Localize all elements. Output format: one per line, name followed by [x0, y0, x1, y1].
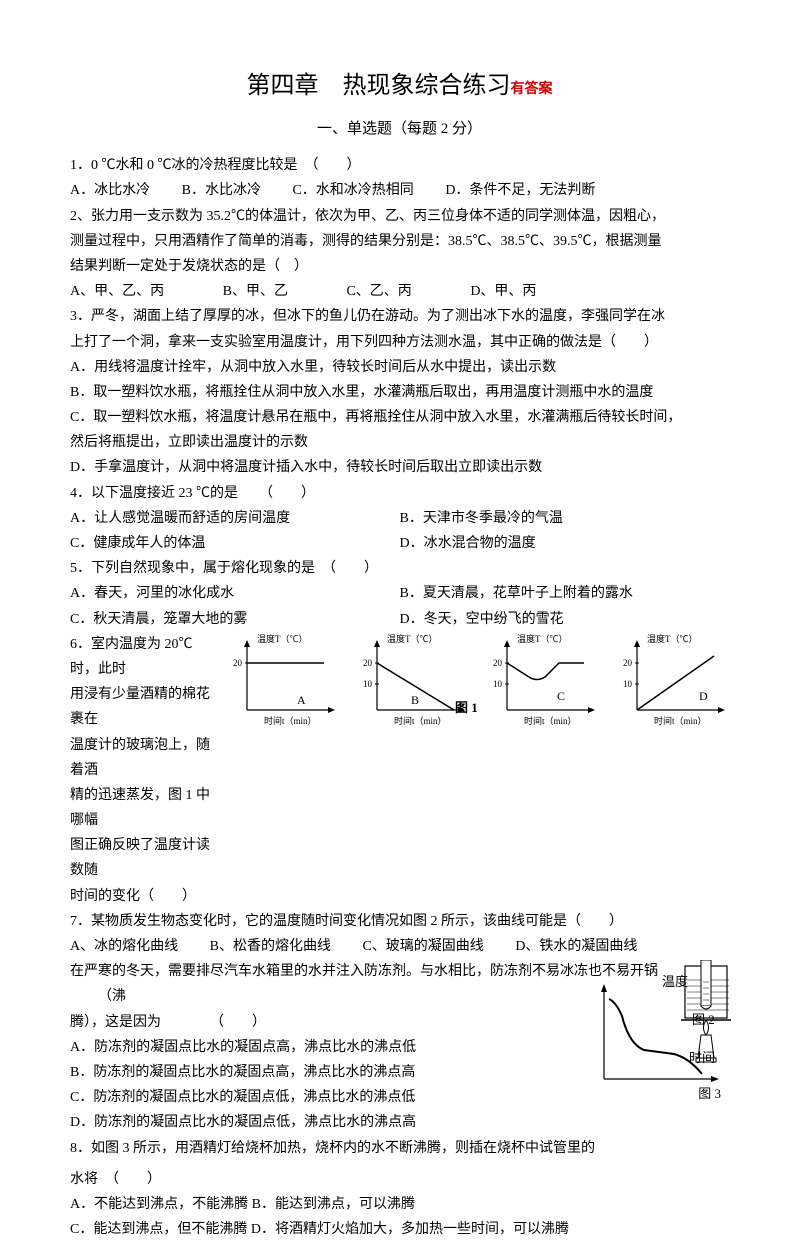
chart-D: 温度T（℃） 20 10 D 时间t（min） [609, 632, 729, 732]
q2-l1: 2、张力用一支示数为 35.2℃的体温计，依次为甲、乙、丙三位身体不适的同学测体… [70, 204, 729, 229]
chartD-xlabel: 时间t（min） [654, 715, 707, 726]
q7-optD: D、铁水的凝固曲线 [515, 934, 637, 959]
q6-l6: 时间的变化（ ） [70, 884, 215, 909]
answer-tag: 有答案 [511, 82, 553, 97]
chartC-tick10: 10 [493, 679, 503, 689]
q6-l2: 用浸有少量酒精的棉花裹在 [70, 682, 215, 732]
q3-l1: 3．严冬，湖面上结了厚厚的冰，但冰下的鱼儿仍在游动。为了测出冰下水的温度，李强同… [70, 304, 729, 329]
section-subtitle: 一、单选题（每题 2 分） [70, 116, 729, 143]
q5-optD: D．冬天，空中纷飞的雪花 [400, 607, 730, 632]
chart-B: 温度T（℃） 20 10 B 时间t（min） [349, 632, 469, 732]
q1-stem: 1．0 ℃水和 0 ℃冰的冷热程度比较是 （ ） [70, 153, 729, 178]
chartB-ylabel: 温度T（℃） [387, 633, 438, 644]
q4-optD: D．冰水混合物的温度 [400, 531, 730, 556]
chartA-tick20: 20 [233, 658, 243, 668]
chartC-xlabel: 时间t（min） [524, 715, 577, 726]
q1-optD: D．条件不足，无法判断 [445, 178, 595, 203]
q4-optC: C．健康成年人的体温 [70, 531, 400, 556]
chartA-ylabel: 温度T（℃） [257, 633, 308, 644]
q2-options: A、甲、乙、丙 B、甲、乙 C、乙、丙 D、甲、丙 [70, 279, 729, 304]
q4-optB: B．天津市冬季最冷的气温 [400, 506, 730, 531]
chartD-tick20: 20 [623, 658, 633, 668]
page-title: 第四章 热现象综合练习 [247, 73, 511, 99]
chartD-tick10: 10 [623, 679, 633, 689]
fig3-label: 图 3 [698, 1082, 721, 1105]
q6-l5: 图正确反映了温度计读数随 [70, 833, 215, 883]
q3-optC1: C．取一塑料饮水瓶，将温度计悬吊在瓶中，再将瓶拴住从洞中放入水里，水灌满瓶后待较… [70, 405, 729, 430]
q3-l2: 上打了一个洞，拿来一支实验室用温度计，用下列四种方法测水温，其中正确的做法是（ … [70, 330, 729, 355]
q8-optC: C．能达到沸点，但不能沸腾 [70, 1222, 247, 1237]
fig1-label: 图 1 [455, 696, 478, 719]
q2-optD: D、甲、丙 [470, 279, 536, 304]
q7-options: A、冰的熔化曲线 B、松香的熔化曲线 C、玻璃的凝固曲线 D、铁水的凝固曲线 [70, 934, 729, 959]
chartA-label: A [297, 693, 306, 707]
chart-C: 温度T（℃） 20 10 C 时间t（min） [479, 632, 599, 732]
q5-optC: C．秋天清晨，笼罩大地的雾 [70, 607, 400, 632]
q8-optD: D．将酒精灯火焰加大，多加热一些时间，可以沸腾 [251, 1222, 569, 1237]
q7-optB: B、松香的熔化曲线 [210, 934, 331, 959]
chartD-ylabel: 温度T（℃） [647, 633, 698, 644]
q1-optA: A．冰比水冷 [70, 178, 150, 203]
chartC-label: C [557, 689, 565, 703]
chartC-tick20: 20 [493, 658, 503, 668]
q7-optC: C、玻璃的凝固曲线 [362, 934, 483, 959]
q4-optA: A．让人感觉温暖而舒适的房间温度 [70, 506, 400, 531]
q5-stem: 5．下列自然现象中，属于熔化现象的是 （ ） [70, 556, 729, 581]
chart-A: 温度T（℃） 20 A 时间t（min） [219, 632, 339, 732]
q2-optB: B、甲、乙 [223, 279, 288, 304]
q7b-optD: D．防冻剂的凝固点比水的凝固点低，沸点比水的沸点高 [70, 1110, 729, 1135]
q1-optC: C．水和冰冷热相同 [292, 178, 413, 203]
q7-stem: 7．某物质发生物态变化时，它的温度随时间变化情况如图 2 所示，该曲线可能是（ … [70, 909, 729, 934]
q8-optB: B．能达到沸点，可以沸腾 [252, 1197, 415, 1212]
q2-l2: 测量过程中，只用酒精作了简单的消毒，测得的结果分别是：38.5℃、38.5℃、3… [70, 229, 729, 254]
q8-opts2: C．能达到沸点，但不能沸腾 D．将酒精灯火焰加大，多加热一些时间，可以沸腾 [70, 1217, 729, 1242]
chartB-tick20: 20 [363, 658, 373, 668]
q3-optC2: 然后将瓶提出，立即读出温度计的示数 [70, 430, 729, 455]
chartD-label: D [699, 689, 708, 703]
fig3-apparatus [681, 960, 731, 1080]
chartB-tick10: 10 [363, 679, 373, 689]
chartC-ylabel: 温度T（℃） [517, 633, 568, 644]
q7-optA: A、冰的熔化曲线 [70, 934, 178, 959]
chartB-xlabel: 时间t（min） [394, 715, 447, 726]
q8-optA: A．不能达到沸点，不能沸腾 [70, 1197, 248, 1212]
q8-l2: 水将 （ ） [70, 1167, 729, 1192]
q5-optA: A．春天，河里的冰化成水 [70, 581, 400, 606]
q1-options: A．冰比水冷 B．水比冰冷 C．水和冰冷热相同 D．条件不足，无法判断 [70, 178, 729, 203]
q6-text: 6．室内温度为 20℃时，此时 用浸有少量酒精的棉花裹在 温度计的玻璃泡上，随着… [70, 632, 215, 909]
q6-l3: 温度计的玻璃泡上，随着酒 [70, 733, 215, 783]
q2-optC: C、乙、丙 [346, 279, 411, 304]
q3-optA: A．用线将温度计拴牢，从洞中放入水里，待较长时间后从水中提出，读出示数 [70, 355, 729, 380]
q8-l1: 8．如图 3 所示，用酒精灯给烧杯加热，烧杯内的水不断沸腾，则插在烧杯中试管里的 [70, 1136, 729, 1161]
q6-l1: 6．室内温度为 20℃时，此时 [70, 632, 215, 682]
q3-optB: B．取一塑料饮水瓶，将瓶拴住从洞中放入水里，水灌满瓶后取出，再用温度计测瓶中水的… [70, 380, 729, 405]
q2-optA: A、甲、乙、丙 [70, 279, 164, 304]
q6-l4: 精的迅速蒸发，图 1 中哪幅 [70, 783, 215, 833]
q3-optD: D．手拿温度计，从洞中将温度计插入水中，待较长时间后取出立即读出示数 [70, 455, 729, 480]
q4-stem: 4．以下温度接近 23 ℃的是 （ ） [70, 481, 729, 506]
chartA-xlabel: 时间t（min） [264, 715, 317, 726]
q5-optB: B．夏天清晨，花草叶子上附着的露水 [400, 581, 730, 606]
chartB-label: B [411, 693, 419, 707]
q8-opts1: A．不能达到沸点，不能沸腾 B．能达到沸点，可以沸腾 [70, 1192, 729, 1217]
q1-optB: B．水比冰冷 [182, 178, 261, 203]
q2-l3: 结果判断一定处于发烧状态的是（ ） [70, 254, 729, 279]
